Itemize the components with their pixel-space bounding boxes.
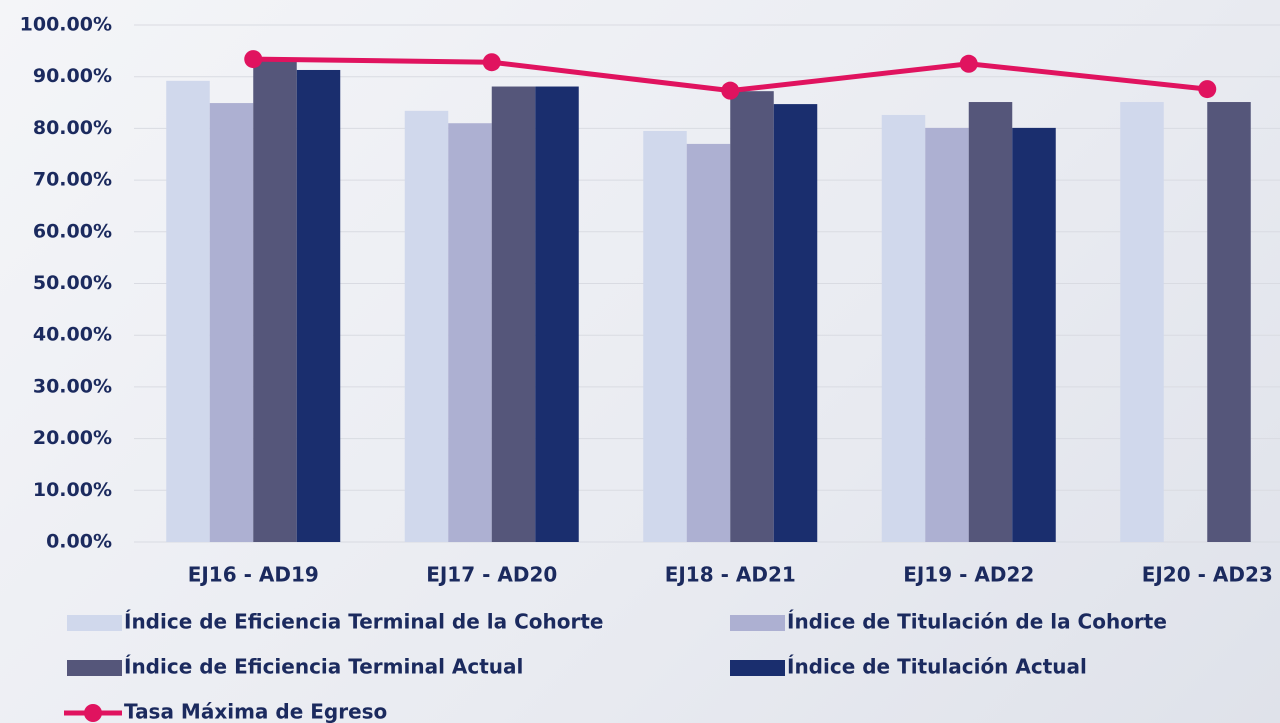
- bar: [968, 102, 1013, 543]
- y-tick-label: 80.00%: [33, 117, 112, 139]
- legend-label: Índice de Titulación de la Cohorte: [787, 610, 1167, 634]
- legend-label: Tasa Máxima de Egreso: [124, 700, 387, 723]
- x-tick-label: EJ17 - AD20: [426, 563, 557, 587]
- legend-swatch: [67, 615, 122, 631]
- bar: [881, 114, 926, 542]
- bar: [448, 123, 492, 542]
- bar: [166, 80, 210, 542]
- legend-label: Índice de Eficiencia Terminal de la Coho…: [124, 610, 603, 634]
- bar: [253, 60, 297, 542]
- bar: [686, 143, 731, 542]
- y-tick-label: 90.00%: [33, 65, 112, 87]
- bar: [730, 91, 774, 543]
- x-tick-label: EJ20 - AD23: [1142, 563, 1273, 587]
- y-tick-label: 20.00%: [33, 427, 112, 449]
- bar: [773, 104, 818, 542]
- line-marker: [1198, 80, 1217, 99]
- y-tick-label: 10.00%: [33, 479, 112, 501]
- x-tick-label: EJ19 - AD22: [903, 563, 1034, 587]
- legend-swatch: [730, 660, 785, 676]
- line-marker: [959, 54, 978, 73]
- y-tick-label: 40.00%: [33, 324, 112, 346]
- line-marker: [721, 81, 740, 100]
- bar: [1120, 102, 1164, 543]
- legend-swatch: [67, 660, 122, 676]
- legend-label: Índice de Titulación Actual: [787, 655, 1087, 679]
- line-marker: [244, 50, 263, 69]
- y-tick-label: 60.00%: [33, 220, 112, 242]
- line-marker: [482, 53, 501, 72]
- y-tick-label: 70.00%: [33, 169, 112, 191]
- y-tick-label: 30.00%: [33, 375, 112, 397]
- bar: [1012, 127, 1056, 543]
- legend-swatch: [730, 615, 785, 631]
- bar: [535, 86, 579, 542]
- bar: [925, 127, 969, 543]
- bar: [296, 69, 341, 542]
- legend-marker: [84, 704, 102, 722]
- x-tick-label: EJ18 - AD21: [665, 563, 796, 587]
- bar: [404, 110, 449, 543]
- bar: [491, 86, 536, 542]
- bar: [643, 130, 687, 543]
- legend-label: Índice de Eficiencia Terminal Actual: [124, 655, 523, 679]
- y-tick-label: 0.00%: [46, 531, 112, 553]
- bar: [1207, 102, 1251, 543]
- x-tick-label: EJ16 - AD19: [188, 563, 319, 587]
- y-tick-label: 50.00%: [33, 272, 112, 294]
- y-tick-label: 100.00%: [20, 14, 112, 36]
- bar: [209, 103, 254, 542]
